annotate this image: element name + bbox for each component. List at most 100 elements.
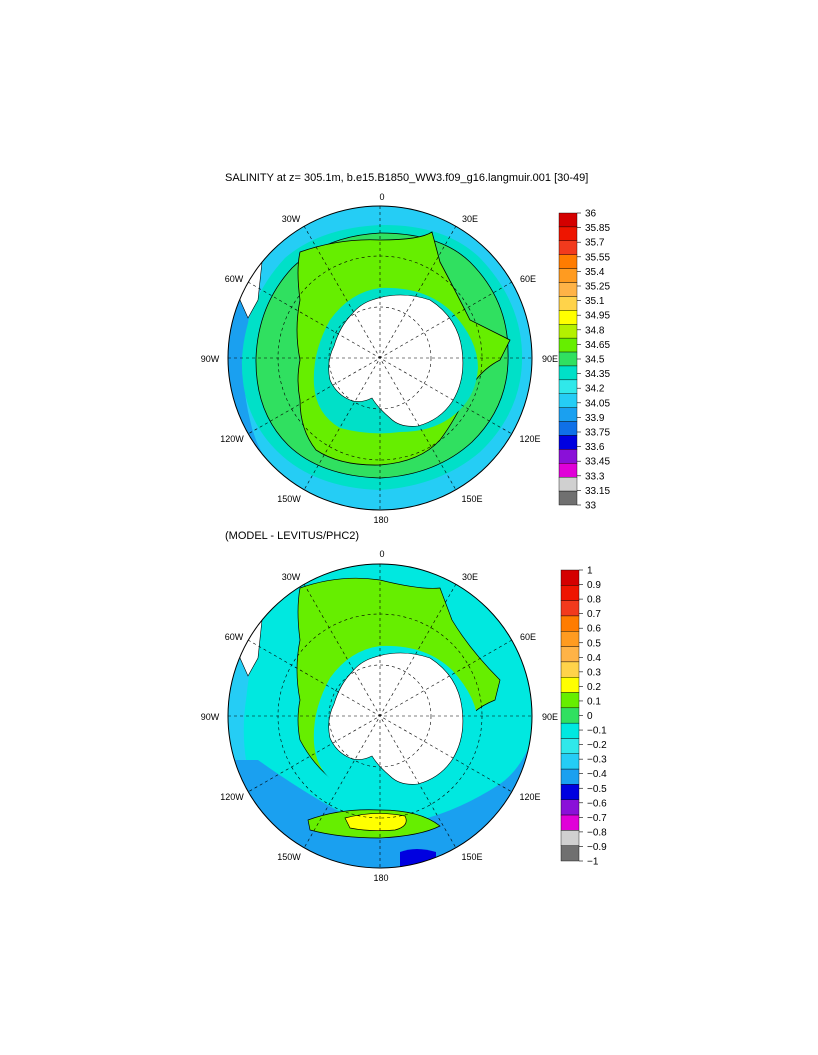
lon-label-30w: 30W (282, 214, 301, 224)
colorbar-tick-label: 35.7 (585, 238, 605, 249)
colorbar-swatch (560, 677, 580, 693)
colorbar-swatch (558, 240, 578, 255)
colorbar-tick-label: −0.6 (587, 798, 607, 809)
lon-label-120e: 120E (519, 792, 540, 802)
colorbar-tick-label: −0.7 (587, 813, 607, 824)
lon-label-30e: 30E (462, 214, 478, 224)
lon-label-30e: 30E (462, 572, 478, 582)
colorbar-swatch (558, 476, 578, 492)
lon-label-150e: 150E (461, 852, 482, 862)
lon-label-120w: 120W (220, 434, 244, 444)
panel-1-colorbar: 36 35.85 35.7 35.55 35.4 35.25 35.1 34.95 34.8 34… (558, 209, 610, 512)
lon-label-90w: 90W (201, 354, 220, 364)
panel-2-map (227, 563, 533, 869)
colorbar-tick-label: 33.6 (585, 442, 605, 453)
colorbar-tick-label: 34.95 (585, 311, 610, 322)
lon-label-60e: 60E (520, 274, 536, 284)
lon-label-0: 0 (379, 192, 384, 202)
colorbar-tick-label: 36 (585, 209, 597, 220)
colorbar-tick-label: 33 (585, 501, 597, 512)
lon-label-120e: 120E (519, 434, 540, 444)
colorbar-swatch (560, 646, 580, 663)
colorbar-tick-label: −0.3 (587, 755, 607, 766)
colorbar-tick-label: 0.8 (587, 595, 601, 606)
colorbar-tick-label: 35.25 (585, 282, 610, 293)
colorbar-tick-label: 0.3 (587, 667, 601, 678)
colorbar-tick-label: 35.55 (585, 252, 610, 263)
lon-label-60w: 60W (225, 632, 244, 642)
panel-2-colorbar: 1 0.9 0.8 0.7 0.6 0.5 0.4 0.3 0.2 0.1 0 −0.1 −0.2 −0.… (560, 566, 607, 868)
graticule (228, 206, 532, 510)
lon-label-180: 180 (373, 515, 388, 525)
lon-label-90e: 90E (542, 354, 558, 364)
graticule (228, 564, 532, 868)
colorbar-tick-label: 33.3 (585, 471, 605, 482)
colorbar-swatch (558, 449, 578, 464)
colorbar-tick-label: −0.4 (587, 769, 607, 780)
colorbar-tick-label: 33.15 (585, 486, 610, 497)
colorbar-swatch (558, 296, 578, 311)
colorbar-tick-label: 34.8 (585, 325, 605, 336)
lon-label-90w: 90W (201, 712, 220, 722)
colorbar-tick-label: 33.45 (585, 457, 610, 468)
lon-label-150w: 150W (277, 852, 301, 862)
colorbar-tick-label: 0 (587, 711, 593, 722)
colorbar-swatch (558, 337, 578, 353)
colorbar-tick-label: 33.75 (585, 428, 610, 439)
colorbar-swatch (558, 212, 578, 228)
colorbar-tick-label: 0.2 (587, 682, 601, 693)
colorbar-tick-label: −0.2 (587, 740, 607, 751)
colorbar-swatch (560, 814, 580, 831)
colorbar-swatch (558, 324, 578, 339)
lon-label-120w: 120W (220, 792, 244, 802)
colorbar-swatch (560, 615, 580, 632)
colorbar-swatch (558, 226, 578, 242)
colorbar-swatch (560, 768, 580, 785)
lon-label-30w: 30W (282, 572, 301, 582)
colorbar-swatch (560, 845, 580, 862)
colorbar-swatch (558, 351, 578, 367)
colorbar-swatch (560, 631, 580, 647)
colorbar-tick-label: 35.85 (585, 223, 610, 234)
max-diff-patch (344, 813, 407, 832)
colorbar-swatch (558, 282, 578, 297)
lon-label-150e: 150E (461, 494, 482, 504)
panel-2-longitude-labels: 0 30W 30E 60W 60E 90W 90E 120W 120E 150W… (201, 549, 558, 883)
colorbar-tick-label: 0.4 (587, 653, 601, 664)
colorbar-tick-label: −0.9 (587, 842, 607, 853)
colorbar-tick-label: 0.7 (587, 609, 601, 620)
colorbar-tick-label: −0.8 (587, 827, 607, 838)
colorbar-swatch (560, 738, 580, 754)
colorbar-tick-label: 34.35 (585, 369, 610, 380)
panel-1-map (227, 205, 533, 511)
colorbar-swatch (558, 268, 578, 283)
colorbar-swatch (560, 830, 580, 846)
colorbar-swatch (558, 365, 578, 381)
colorbar-swatch (560, 600, 580, 617)
colorbar-swatch (560, 722, 580, 739)
colorbar-swatch (558, 393, 578, 408)
colorbar-tick-label: 34.65 (585, 340, 610, 351)
colorbar-swatch (560, 799, 580, 816)
panel-2-title: (MODEL - LEVITUS/PHC2) (225, 530, 360, 542)
colorbar-swatch (560, 707, 580, 724)
colorbar-tick-label: 34.2 (585, 384, 605, 395)
colorbar-tick-label: −0.5 (587, 784, 607, 795)
colorbar-swatch (560, 692, 580, 709)
colorbar-swatch (558, 254, 578, 269)
lon-label-90e: 90E (542, 712, 558, 722)
map-border (227, 205, 533, 511)
lon-label-60w: 60W (225, 274, 244, 284)
colorbar-tick-label: 35.1 (585, 296, 605, 307)
colorbar-swatch (560, 784, 580, 800)
panel-1-title: SALINITY at z= 305.1m, b.e15.B1850_WW3.f… (225, 172, 589, 184)
map-border (227, 563, 533, 869)
colorbar-tick-label: 35.4 (585, 267, 605, 278)
colorbar-tick-label: 33.9 (585, 413, 605, 424)
negative-diff-region-deep (228, 740, 532, 868)
colorbar-swatch (558, 463, 578, 478)
colorbar-swatch (560, 569, 580, 586)
lon-label-180: 180 (373, 873, 388, 883)
colorbar-tick-label: −0.1 (587, 726, 607, 737)
